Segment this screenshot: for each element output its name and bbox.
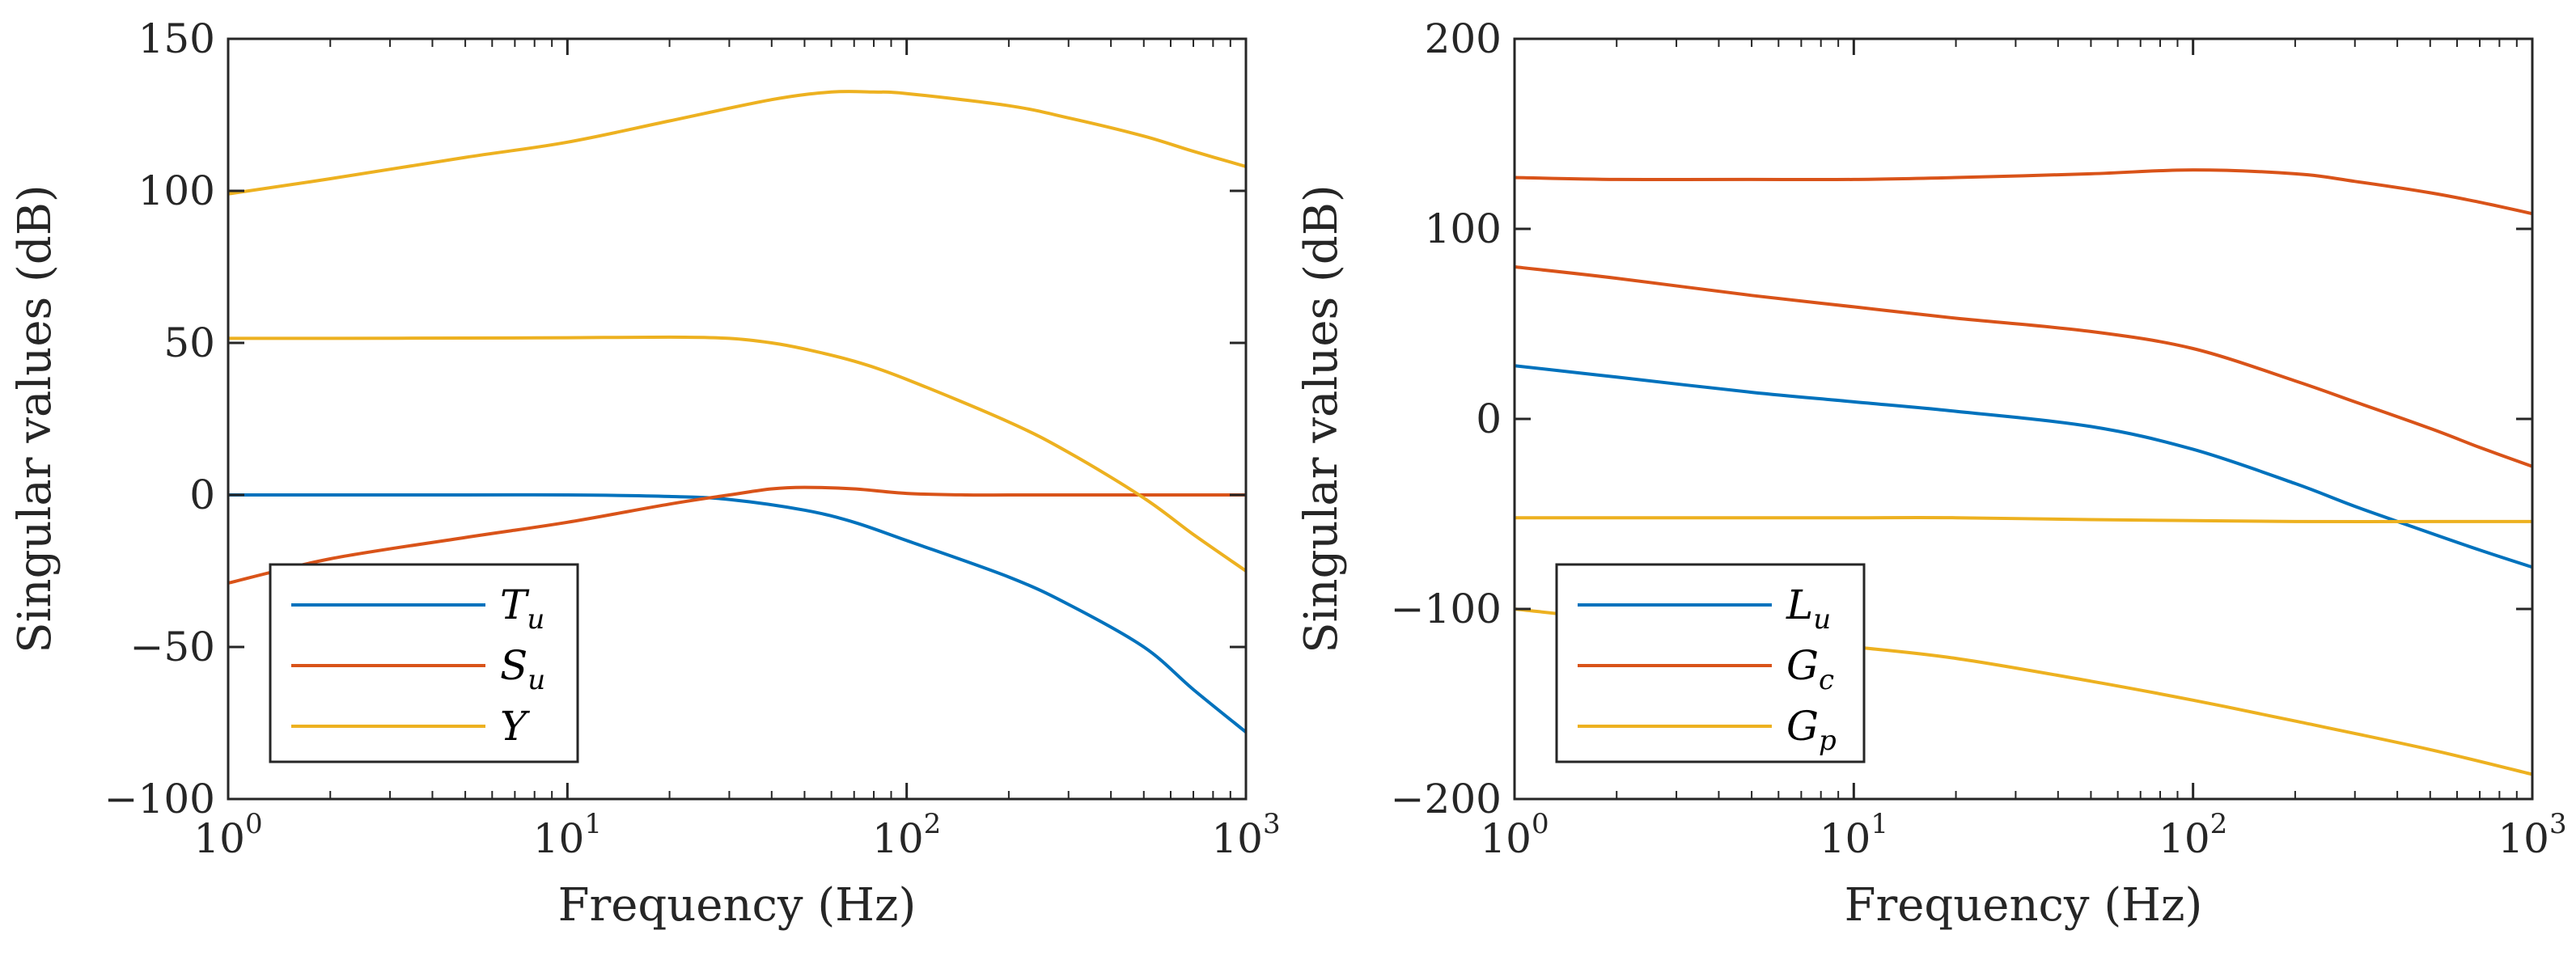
y-axis-title: Singular values (dB): [9, 184, 61, 653]
x-tick-label: 100: [193, 808, 262, 862]
legend-label-t-u: Tu: [500, 581, 544, 636]
axes-box: [227, 37, 1248, 801]
x-tick-label: 102: [2159, 808, 2227, 862]
y-tick-label: 150: [138, 15, 215, 62]
legend-label-y: Y: [500, 703, 530, 750]
legend-box: [1555, 563, 1866, 763]
x-tick-label: 103: [1211, 808, 1280, 862]
right-chart-panel: −200 −100 0 100 200 100 101 102 103 Frequency (Hz…: [1295, 15, 2567, 932]
left-chart-panel: −100 −50 0 50 100 150 100 101 102 103 Frequency (H…: [9, 15, 1281, 932]
y-tick-label: −200: [1391, 776, 1502, 822]
legend: Lu Gc Gp: [1555, 563, 1866, 763]
legend-label-s-u: Su: [500, 642, 545, 696]
series-line-l-u: [1515, 364, 2532, 569]
x-axis-title: Frequency (Hz): [1845, 879, 2203, 932]
y-tick-label: −100: [1391, 586, 1502, 632]
y-tick-label: 0: [189, 471, 215, 518]
y-tick-label: 100: [1425, 205, 1502, 252]
y-tick-label: −50: [129, 624, 215, 670]
series-line-y: [228, 90, 1246, 196]
y-tick-label: 0: [1476, 395, 1502, 442]
series-line-g-c-upper: [1515, 168, 2532, 216]
y-tick-label: 100: [138, 167, 215, 214]
y-tick-label: 200: [1425, 15, 1502, 62]
y-tick-label: −100: [104, 776, 215, 822]
y-axis-title: Singular values (dB): [1295, 184, 1348, 653]
x-tick-label: 100: [1480, 808, 1549, 862]
legend-label-g-c: Gc: [1786, 642, 1834, 696]
legend-label-l-u: Lu: [1786, 581, 1831, 636]
series-group: [228, 90, 1246, 734]
x-axis-title: Frequency (Hz): [558, 879, 917, 932]
x-tick-label: 101: [1820, 808, 1888, 862]
x-tick-label: 101: [533, 808, 602, 862]
series-line-s-u: [228, 485, 1246, 585]
x-tick-label: 103: [2498, 808, 2566, 862]
series-line-g-c: [1515, 265, 2532, 468]
legend-label-g-p: Gp: [1786, 703, 1837, 757]
y-tick-label: 50: [163, 319, 215, 366]
x-tick-label: 102: [872, 808, 941, 862]
series-line-t-u: [228, 493, 1246, 734]
series-line-g-p: [1515, 516, 2532, 523]
legend-box: [269, 563, 579, 763]
legend: Tu Su Y: [269, 563, 579, 763]
series-line-y-lower: [228, 335, 1246, 573]
